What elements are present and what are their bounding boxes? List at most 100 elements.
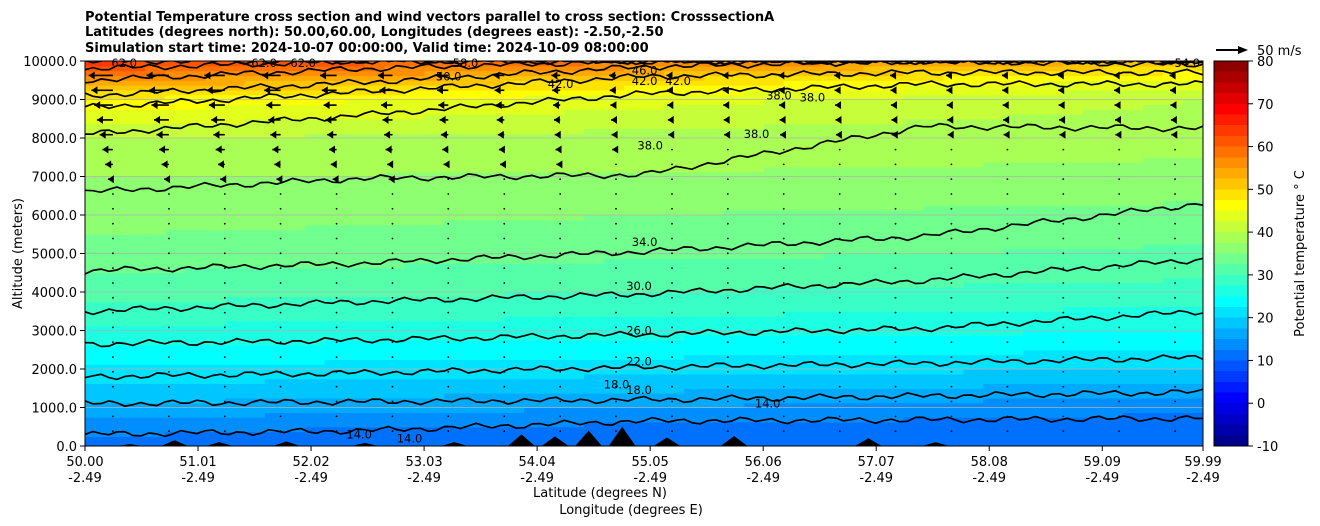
temperature-cell xyxy=(544,417,565,423)
temperature-cell xyxy=(1163,364,1184,370)
temperature-cell xyxy=(1043,65,1064,72)
temperature-cell xyxy=(204,292,226,298)
temperature-cell xyxy=(264,99,286,105)
temperature-cell xyxy=(404,272,425,279)
temperature-cell xyxy=(204,248,226,255)
temperature-cell xyxy=(1063,70,1084,77)
temperature-cell xyxy=(1003,320,1024,327)
temperature-cell xyxy=(1083,320,1104,327)
temperature-cell xyxy=(224,378,246,385)
temperature-cell xyxy=(464,99,485,105)
temperature-cell xyxy=(344,436,366,442)
temperature-cell xyxy=(284,186,306,192)
temperature-cell xyxy=(1183,349,1203,356)
temperature-cell xyxy=(204,157,226,163)
temperature-cell xyxy=(224,282,246,288)
wind-vector xyxy=(443,160,450,169)
temperature-cell xyxy=(364,354,386,360)
temperature-cell xyxy=(903,171,925,178)
temperature-cell xyxy=(1003,311,1024,317)
wind-vector xyxy=(105,160,113,169)
temperature-cell xyxy=(304,253,326,259)
temperature-cell xyxy=(1043,340,1064,346)
temperature-cell xyxy=(803,402,825,409)
temperature-cell xyxy=(464,320,485,327)
temperature-cell xyxy=(763,402,785,409)
temperature-cell xyxy=(743,383,765,389)
temperature-cell xyxy=(324,205,346,211)
temperature-cell xyxy=(644,340,665,346)
temperature-cell xyxy=(604,369,625,375)
temperature-cell xyxy=(164,210,186,216)
temperature-cell xyxy=(244,369,266,375)
temperature-cell xyxy=(284,138,306,144)
temperature-cell xyxy=(404,239,425,245)
temperature-cell xyxy=(1103,287,1124,293)
temperature-cell xyxy=(584,162,605,168)
temperature-cell xyxy=(663,229,685,235)
temperature-cell xyxy=(1063,219,1084,226)
temperature-cell xyxy=(344,123,366,129)
temperature-cell xyxy=(1183,133,1203,139)
temperature-cell xyxy=(723,421,745,428)
temperature-cell xyxy=(85,282,106,288)
temperature-cell xyxy=(444,195,465,202)
temperature-cell xyxy=(184,80,206,86)
temperature-cell xyxy=(444,133,465,139)
temperature-cell xyxy=(124,215,146,221)
temperature-cell xyxy=(1003,412,1024,418)
temperature-cell xyxy=(923,85,945,91)
temperature-cell xyxy=(464,128,485,134)
temperature-cell xyxy=(1063,181,1084,187)
temperature-cell xyxy=(144,118,166,125)
temperature-cell xyxy=(484,359,505,365)
wind-vector xyxy=(161,160,169,169)
temperature-cell xyxy=(484,344,505,351)
temperature-cell xyxy=(604,166,625,173)
temperature-cell xyxy=(1123,210,1144,216)
temperature-cell xyxy=(164,364,186,370)
temperature-cell xyxy=(364,417,386,423)
temperature-cell xyxy=(923,388,945,394)
temperature-cell xyxy=(624,277,645,283)
temperature-cell xyxy=(683,205,705,211)
temperature-cell xyxy=(324,378,346,385)
temperature-cell xyxy=(863,104,885,110)
temperature-cell xyxy=(823,397,845,404)
temperature-cell xyxy=(124,224,146,231)
temperature-cell xyxy=(1183,70,1203,77)
temperature-cell xyxy=(244,272,266,279)
temperature-cell xyxy=(1123,166,1144,173)
temperature-cell xyxy=(284,364,306,370)
temperature-cell xyxy=(584,407,605,413)
temperature-cell xyxy=(1123,335,1144,341)
temperature-cell xyxy=(1003,292,1024,298)
temperature-cell xyxy=(104,296,126,303)
temperature-cell xyxy=(783,378,805,385)
temperature-cell xyxy=(344,190,366,197)
temperature-cell xyxy=(903,200,925,206)
temperature-cell xyxy=(204,113,226,120)
temperature-cell xyxy=(803,210,825,216)
temperature-cell xyxy=(564,123,585,129)
temperature-cell xyxy=(424,133,445,139)
temperature-cell xyxy=(424,128,445,134)
temperature-cell xyxy=(683,123,705,129)
temperature-cell xyxy=(723,412,745,418)
temperature-cell xyxy=(803,287,825,293)
temperature-cell xyxy=(743,364,765,370)
temperature-cell xyxy=(703,426,725,433)
temperature-cell xyxy=(284,417,306,423)
temperature-cell xyxy=(1043,393,1064,399)
temperature-cell xyxy=(564,181,585,187)
temperature-cell xyxy=(1003,243,1024,250)
temperature-cell xyxy=(384,272,406,279)
temperature-cell xyxy=(1043,364,1064,370)
temperature-cell xyxy=(85,166,106,173)
temperature-cell xyxy=(104,85,126,91)
temperature-cell xyxy=(364,224,386,231)
temperature-cell xyxy=(923,70,945,77)
temperature-cell xyxy=(144,359,166,365)
temperature-cell xyxy=(104,147,126,154)
temperature-cell xyxy=(763,205,785,211)
